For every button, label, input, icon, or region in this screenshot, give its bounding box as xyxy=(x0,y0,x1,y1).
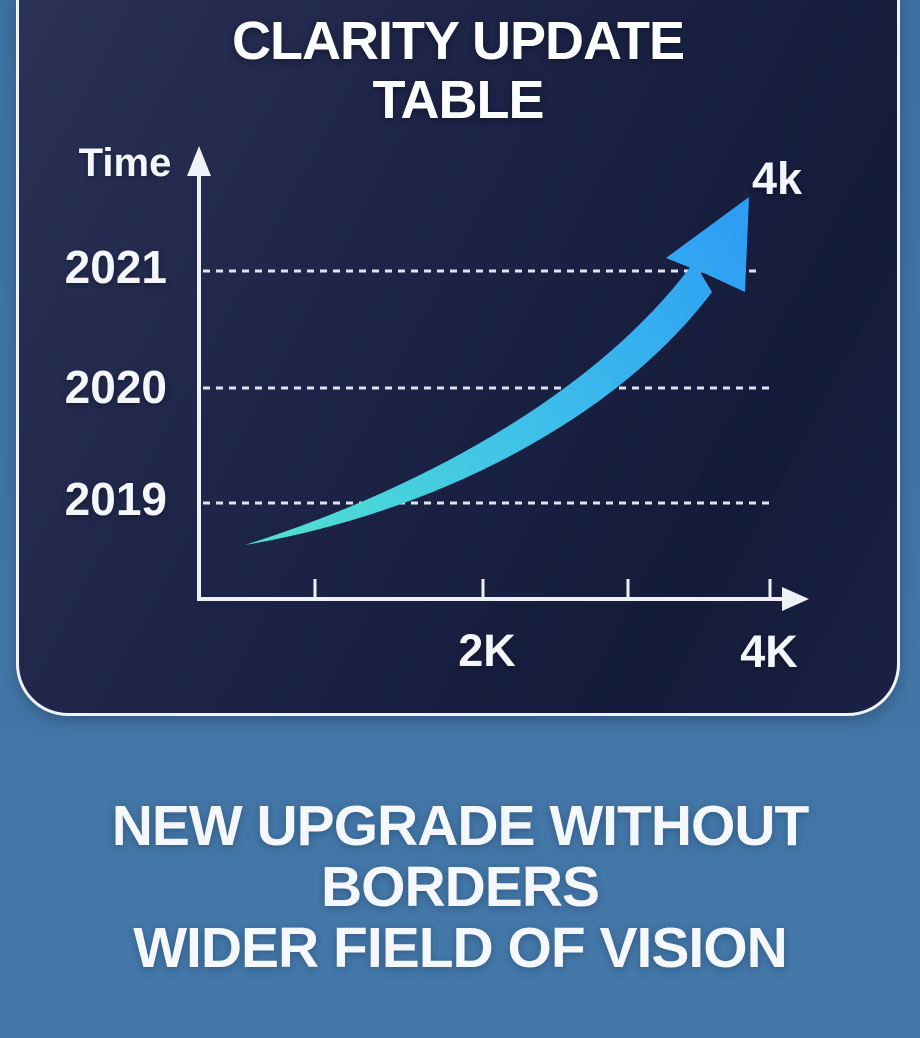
tagline: NEW UPGRADE WITHOUT BORDERS WIDER FIELD … xyxy=(0,796,920,979)
chart-area: CLARITY UPDATE TABLE xyxy=(19,0,897,710)
tagline-line-2: BORDERS xyxy=(320,855,600,919)
y-axis-arrow-icon xyxy=(187,146,211,176)
tagline-line-1: NEW UPGRADE WITHOUT xyxy=(111,794,810,858)
y-tick-2020: 2020 xyxy=(64,361,167,413)
y-axis-title: Time xyxy=(78,141,172,185)
chart-panel: CLARITY UPDATE TABLE xyxy=(16,0,900,716)
tagline-line-3: WIDER FIELD OF VISION xyxy=(133,916,788,980)
growth-arrow-head-icon xyxy=(666,197,749,292)
x-tick-4k: 4K xyxy=(740,626,798,677)
chart-title-line-2: TABLE xyxy=(372,70,545,130)
x-tick-2k: 2K xyxy=(458,625,516,676)
x-axis-arrow-icon xyxy=(782,587,809,611)
x-axis-ticks xyxy=(313,579,772,598)
y-tick-2019: 2019 xyxy=(64,473,167,525)
y-tick-2021: 2021 xyxy=(64,241,167,293)
chart-graphic xyxy=(187,146,809,611)
chart-title-line-1: CLARITY UPDATE xyxy=(231,11,685,71)
arrow-annotation-4k: 4k xyxy=(751,153,803,204)
chart-title: CLARITY UPDATE TABLE xyxy=(19,12,897,130)
